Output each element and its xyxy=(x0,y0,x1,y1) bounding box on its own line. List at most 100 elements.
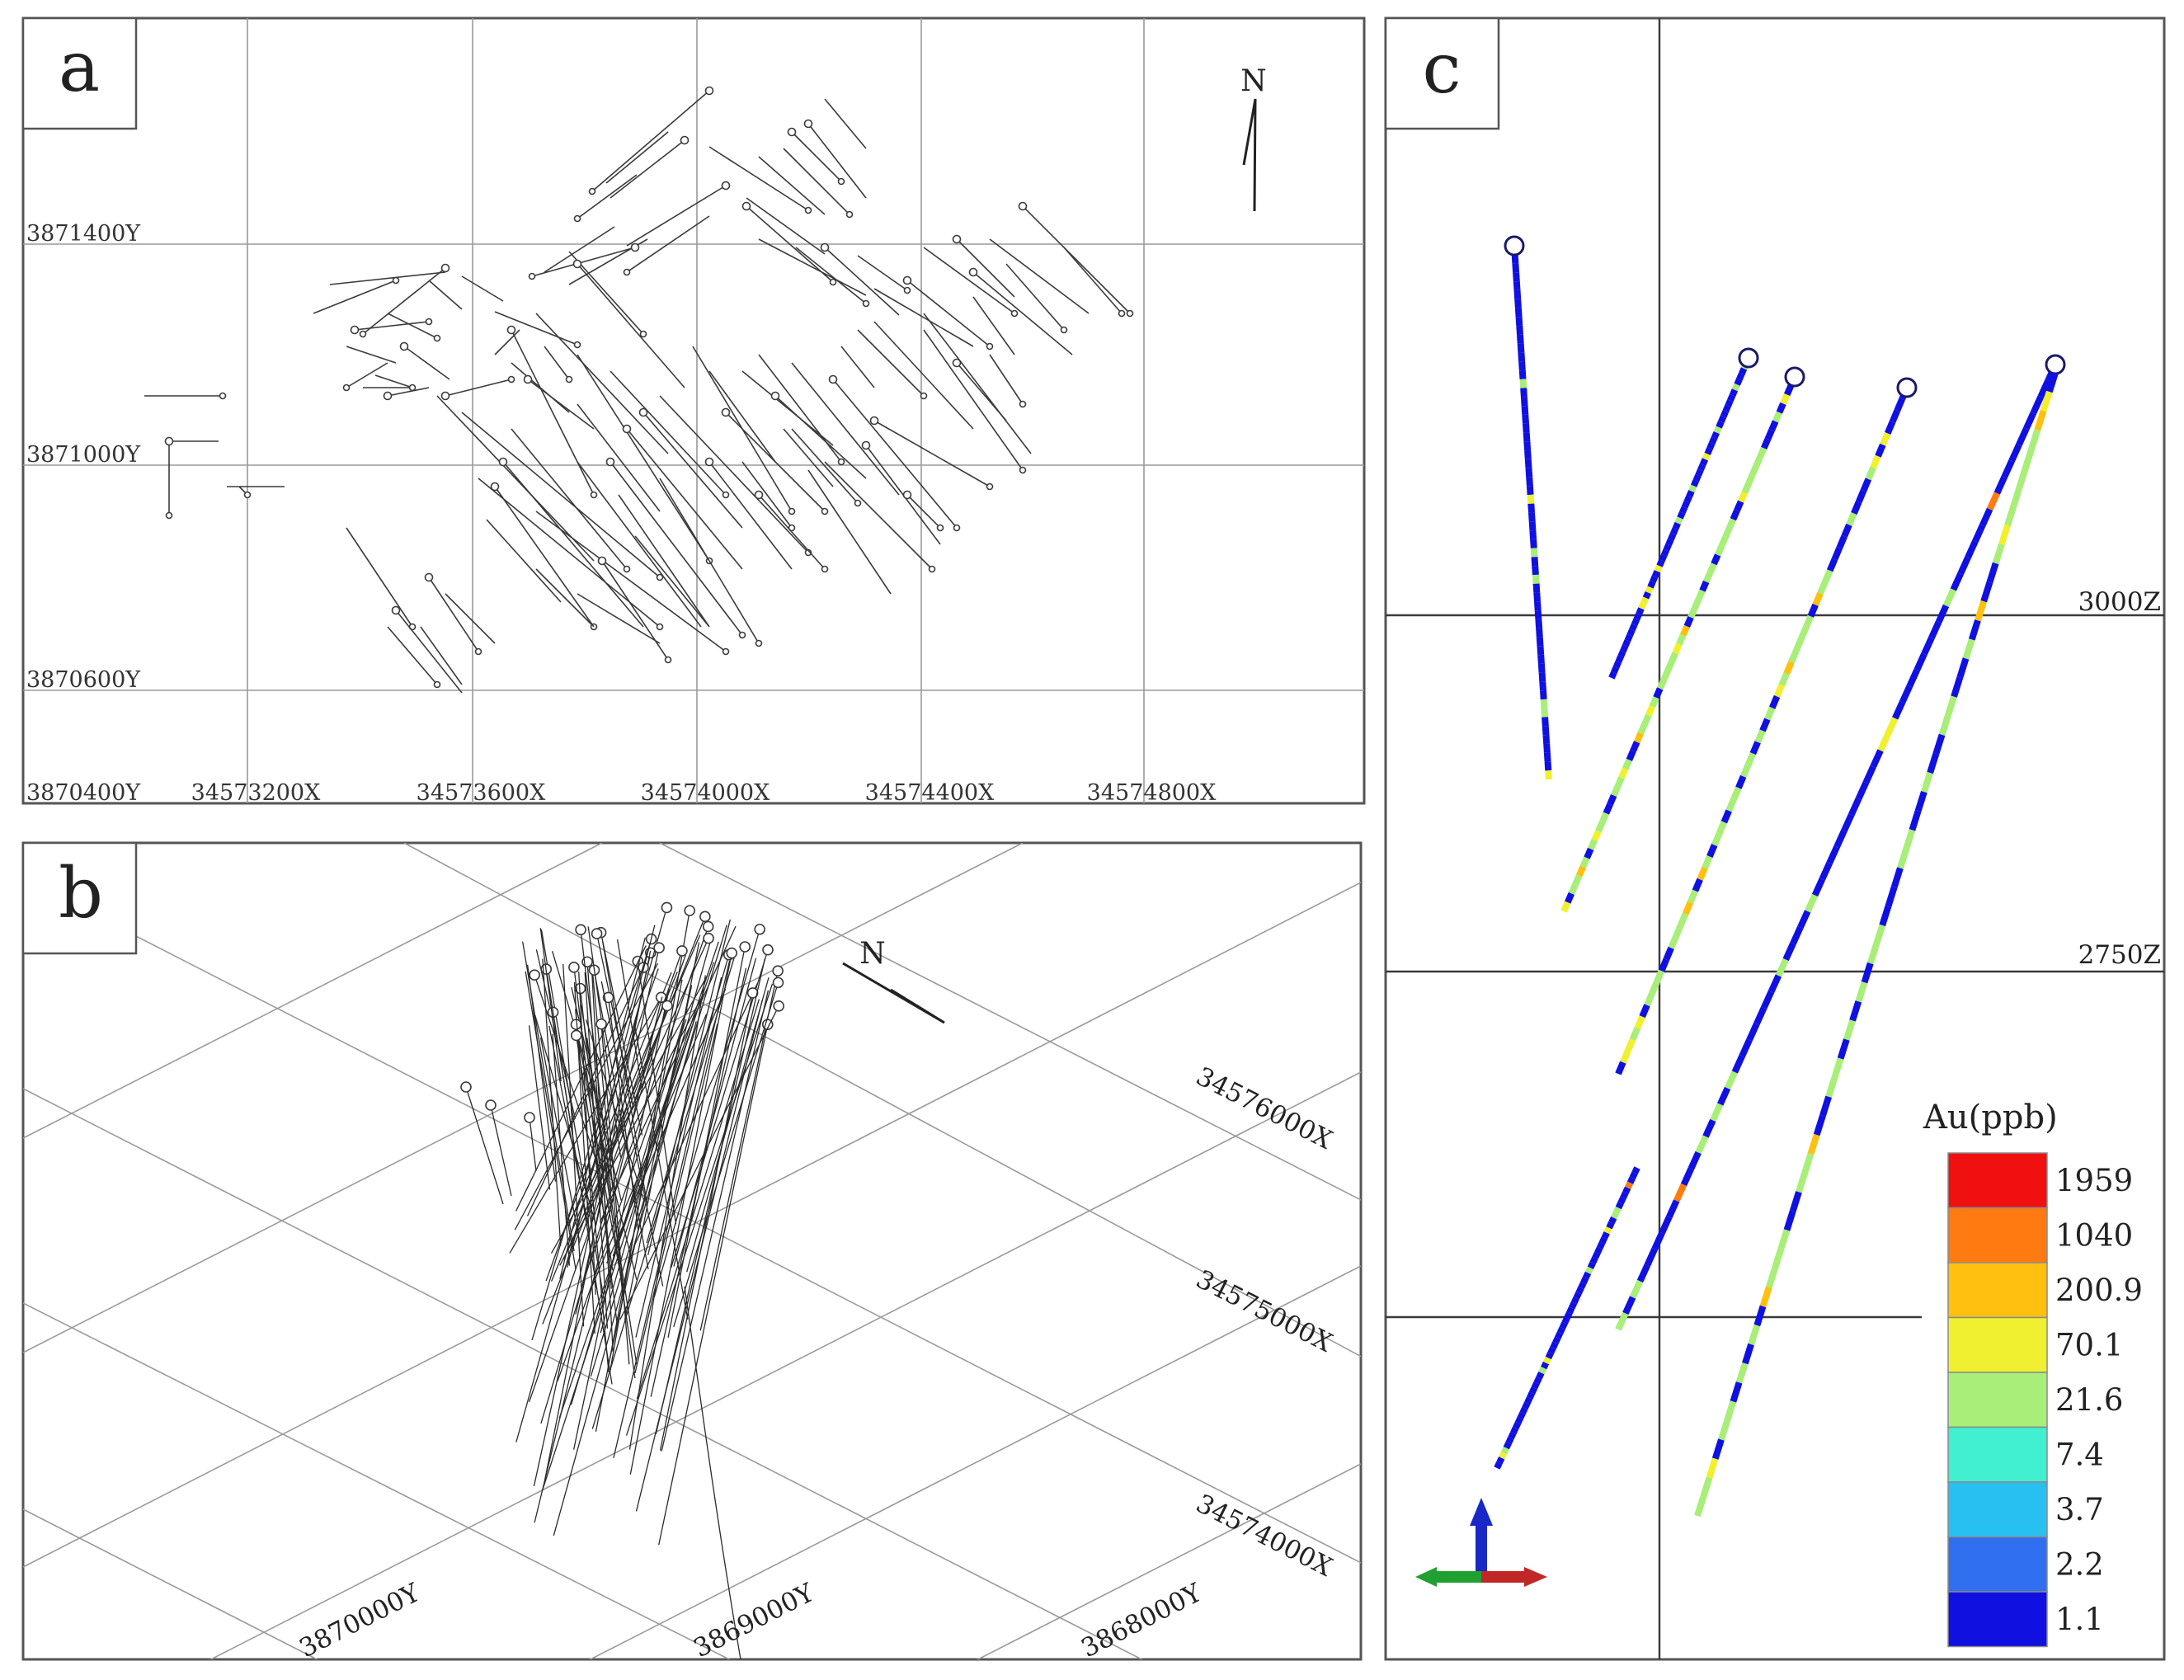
drillhole-segment xyxy=(1927,752,1940,774)
collar-a xyxy=(1010,309,1019,318)
collar-a xyxy=(1019,466,1027,474)
drillhole-segment xyxy=(1986,562,1999,584)
drillhole-segment xyxy=(2030,395,2044,415)
drillhole-trace-a xyxy=(610,370,727,496)
drillhole-segment xyxy=(1514,308,1523,318)
long-curved-drillhole-b xyxy=(684,1286,741,1659)
drillhole-segment xyxy=(1706,562,1717,575)
drillhole-segment xyxy=(1518,360,1526,371)
drillhole-trace-a xyxy=(502,461,644,628)
collar-a xyxy=(565,375,573,384)
drillhole-trace-b xyxy=(646,954,730,1244)
collar-a xyxy=(391,605,401,615)
drillhole-trace-a xyxy=(511,362,570,413)
drillhole-trace-a xyxy=(461,275,504,302)
drillhole-trace-a xyxy=(374,374,413,388)
drillhole-trace-a xyxy=(906,280,991,347)
panel-b-drillhole-traces xyxy=(460,901,785,1659)
drillhole-segment xyxy=(1813,1114,1826,1136)
legend-label: 3.7 xyxy=(2055,1492,2104,1527)
drillhole-trace-a xyxy=(428,576,479,652)
drillhole-trace-a xyxy=(387,313,438,339)
drillhole-segment xyxy=(1559,1321,1568,1329)
drillhole-segment xyxy=(1683,495,1692,504)
collar-a xyxy=(820,242,830,252)
drillhole-trace-a xyxy=(313,280,397,314)
drillhole-segment xyxy=(1778,672,1790,687)
drillhole-trace-a xyxy=(873,321,974,430)
collar-a xyxy=(829,278,837,286)
drillhole-trace-a xyxy=(989,354,1024,405)
colored-drillhole xyxy=(1608,347,1759,680)
drillhole-segment xyxy=(1759,718,1771,732)
drillhole-segment xyxy=(1524,449,1532,460)
drillhole-segment xyxy=(1575,865,1587,878)
drillhole-segment xyxy=(1564,892,1575,904)
collar-b xyxy=(703,932,714,944)
drillhole-trace-b xyxy=(667,946,746,1339)
drillhole-segment xyxy=(1731,383,1740,392)
drillhole-segment xyxy=(1536,628,1543,638)
collar-b xyxy=(726,947,737,959)
drillhole-segment xyxy=(1513,1421,1522,1430)
drillhole-segment xyxy=(1965,539,1979,559)
drillhole-segment xyxy=(1526,485,1534,496)
drillhole-trace-a xyxy=(395,609,463,694)
drillhole-segment xyxy=(1536,1372,1545,1380)
drillhole-segment xyxy=(1862,765,1876,784)
drillhole-segment xyxy=(1741,482,1752,494)
drillhole-segment xyxy=(1512,263,1520,273)
drillhole-segment xyxy=(1866,943,1880,965)
drillhole-trace-b xyxy=(587,926,622,1158)
legend-label: 70.1 xyxy=(2055,1328,2123,1363)
drillhole-segment xyxy=(1674,516,1683,525)
drillhole-segment xyxy=(1584,847,1594,859)
drillhole-segment xyxy=(1568,883,1579,895)
drillhole-trace-b xyxy=(562,938,709,1260)
drillhole-segment xyxy=(1511,254,1519,264)
collar-b xyxy=(676,945,688,957)
collar-b xyxy=(773,1000,785,1012)
drillhole-segment xyxy=(1764,706,1776,721)
drillhole-segment xyxy=(1694,1495,1707,1518)
drillhole-segment xyxy=(1722,404,1731,413)
drillhole-segment xyxy=(1921,636,1935,656)
drillhole-segment xyxy=(1789,1191,1802,1212)
drillhole-segment xyxy=(1783,384,1795,397)
drillhole-segment xyxy=(1836,534,1847,549)
drillhole-segment xyxy=(1749,741,1761,755)
drillhole-segment xyxy=(1569,1301,1578,1310)
drillhole-trace-a xyxy=(832,379,958,529)
drillhole-segment xyxy=(1659,1215,1673,1235)
drillhole-segment xyxy=(1545,769,1552,780)
drillhole-segment xyxy=(1678,912,1689,927)
collar-b xyxy=(529,969,540,981)
panel-b-grid xyxy=(23,843,1361,1659)
drillhole-trace-a xyxy=(601,560,669,661)
axis-left-arrowhead xyxy=(1415,1567,1437,1587)
drillhole-trace-b xyxy=(653,929,760,1297)
drillhole-segment xyxy=(1658,958,1670,972)
drillhole-trace-a xyxy=(577,403,661,512)
drillhole-segment xyxy=(1831,1057,1844,1079)
drillhole-trace-b xyxy=(591,1014,708,1287)
drillhole-trace-a xyxy=(741,461,793,529)
drillhole-segment xyxy=(1524,459,1532,468)
drillhole-segment xyxy=(1682,901,1694,915)
drillhole-trace-a xyxy=(577,354,710,562)
drillhole-segment xyxy=(1514,1416,1523,1425)
drillhole-segment xyxy=(1873,924,1886,946)
drillhole-trace-a xyxy=(956,238,1015,298)
drillhole-segment xyxy=(1542,717,1549,727)
drillhole-trace-a xyxy=(758,156,826,215)
drillhole-segment xyxy=(1537,654,1545,665)
drillhole-segment xyxy=(1979,507,1993,527)
drillhole-segment xyxy=(1656,559,1665,567)
drillhole-trace-a xyxy=(758,238,867,296)
drillhole-segment xyxy=(1573,1291,1582,1300)
drillhole-segment xyxy=(1644,992,1655,1007)
drillhole-segment xyxy=(1718,535,1729,548)
drillhole-segment xyxy=(1556,1326,1565,1334)
drillhole-segment xyxy=(1718,1419,1730,1441)
drillhole-trace-a xyxy=(577,461,702,628)
